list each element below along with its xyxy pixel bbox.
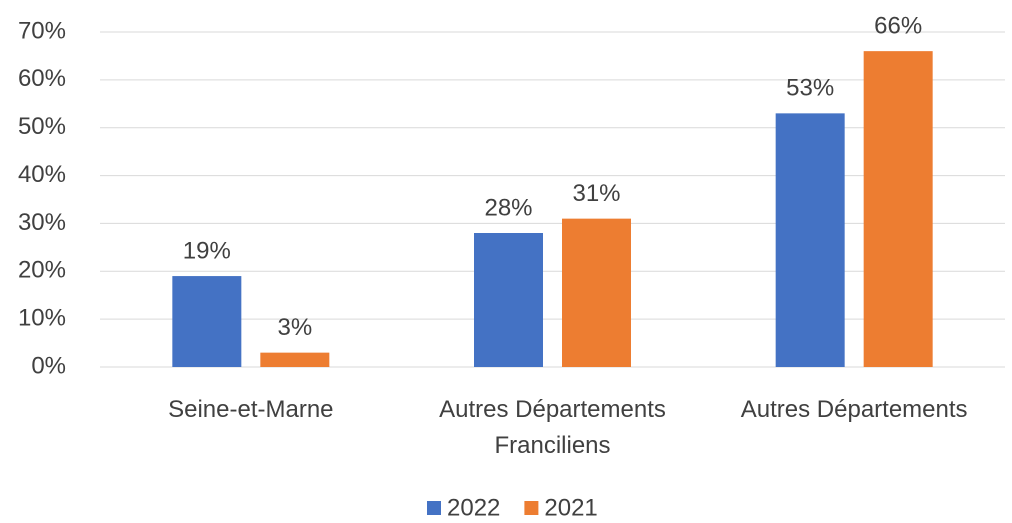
legend-swatch [524,501,539,515]
data-label: 31% [572,180,620,207]
y-tick-label: 40% [18,161,66,188]
data-label: 19% [183,237,231,264]
bar [775,113,845,367]
data-label: 53% [786,75,834,102]
y-tick-label: 50% [18,113,66,140]
bar [172,276,242,367]
y-tick-label: 30% [18,209,66,236]
legend-label: 2022 [447,494,500,521]
y-tick-label: 70% [18,17,66,44]
x-tick-label: Autres Départements [740,396,968,423]
bar [863,51,933,368]
y-tick-label: 0% [31,352,66,379]
data-label: 3% [277,314,312,341]
y-tick-label: 60% [18,65,66,92]
y-tick-label: 20% [18,257,66,284]
bar [474,233,543,367]
legend-label: 2021 [544,494,597,521]
x-tick-label: Autres Départements Franciliens [439,396,666,459]
y-tick-label: 10% [18,304,66,331]
legend-swatch [427,501,441,515]
data-label: 28% [484,194,532,221]
bar [260,352,330,367]
x-tick-label: Seine-et-Marne [168,396,334,423]
data-label: 66% [874,12,922,39]
bar [562,218,631,367]
